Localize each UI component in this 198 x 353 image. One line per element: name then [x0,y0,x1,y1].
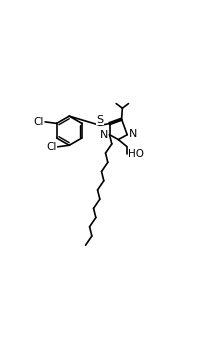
Text: S: S [96,115,104,125]
Text: N: N [129,130,137,139]
Text: Cl: Cl [33,117,44,127]
Text: HO: HO [128,149,144,159]
Text: N: N [100,130,108,140]
Text: Cl: Cl [46,142,56,152]
